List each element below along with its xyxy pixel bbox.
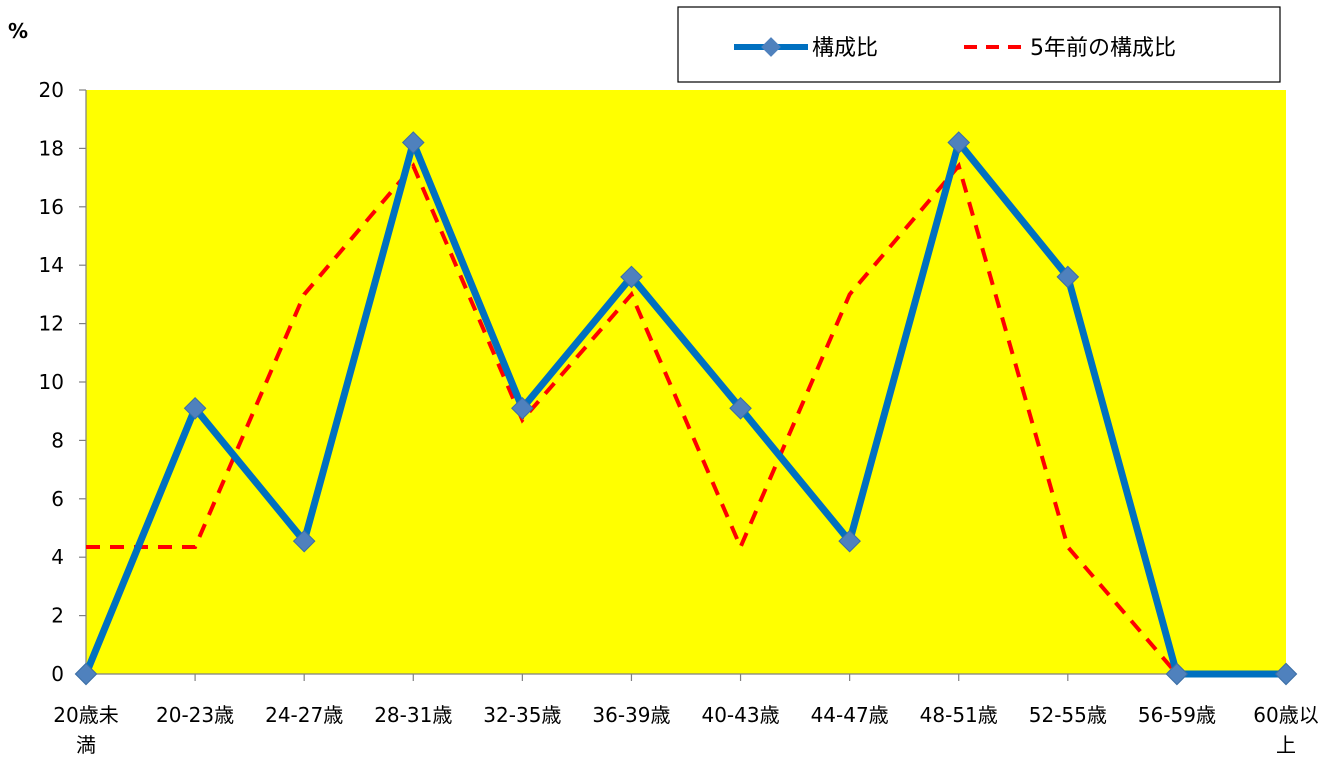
series-0-point-8 <box>947 131 971 154</box>
y-tick-label: 2 <box>51 604 64 628</box>
series-line-0 <box>82 131 1286 678</box>
x-axis-ticks: 20歳未満 20-23歳 24-27歳 28-31歳 32-35歳 36-39歳 40-43… <box>53 674 1319 757</box>
y-tick-label: 14 <box>39 253 64 277</box>
y-tick-label: 16 <box>39 195 64 219</box>
x-tick-label: 52-55歳 <box>1029 703 1107 727</box>
y-tick-label: 0 <box>51 662 64 686</box>
y-tick-label: 10 <box>39 370 64 394</box>
y-tick-label: 6 <box>51 487 64 511</box>
y-axis-unit-label: % <box>8 19 28 43</box>
plot-area <box>86 90 1286 674</box>
series-0-point-5 <box>620 265 643 289</box>
y-tick-label: 4 <box>51 545 64 569</box>
x-tick-label: 48-51歳 <box>920 703 998 727</box>
x-tick-label: 40-43歳 <box>701 703 779 727</box>
x-tick-label: 60歳以上 <box>1253 703 1318 757</box>
series-0-point-2 <box>292 529 316 553</box>
x-tick-label: 36-39歳 <box>592 703 670 727</box>
series-0-point-0 <box>74 662 98 686</box>
x-tick-label: 44-47歳 <box>811 703 889 727</box>
series-0-point-3 <box>401 131 425 154</box>
series-0-point-11 <box>1274 662 1298 686</box>
series-0-point-6 <box>729 396 752 420</box>
series-0-point-4 <box>511 396 534 420</box>
x-tick-label: 28-31歳 <box>374 703 452 727</box>
legend: 構成比 5年前の構成比 <box>677 6 1281 83</box>
series-1 <box>86 161 1286 676</box>
y-tick-label: 12 <box>39 312 64 336</box>
y-axis-ticks: 0 2 4 6 8 10 12 14 16 18 20 <box>39 78 86 686</box>
series-0-point-7 <box>838 529 861 553</box>
y-tick-label: 20 <box>39 78 64 102</box>
y-tick-label: 18 <box>39 136 64 160</box>
series-line-1 <box>86 161 1286 676</box>
x-tick-label: 20歳未満 <box>53 703 118 757</box>
y-tick-label: 8 <box>51 428 64 452</box>
x-tick-label: 32-35歳 <box>483 703 561 727</box>
series-0-point-9 <box>1056 265 1080 289</box>
x-tick-label: 20-23歳 <box>156 703 234 727</box>
x-tick-label: 56-59歳 <box>1138 703 1216 727</box>
series-layer <box>74 131 1298 686</box>
series-0-point-10 <box>1165 662 1189 686</box>
legend-label-series-1: 5年前の構成比 <box>1030 36 1176 61</box>
series-0 <box>74 131 1298 686</box>
x-tick-label: 24-27歳 <box>265 703 343 727</box>
legend-label-series-0: 構成比 <box>812 36 878 61</box>
series-0-point-1 <box>183 396 207 420</box>
